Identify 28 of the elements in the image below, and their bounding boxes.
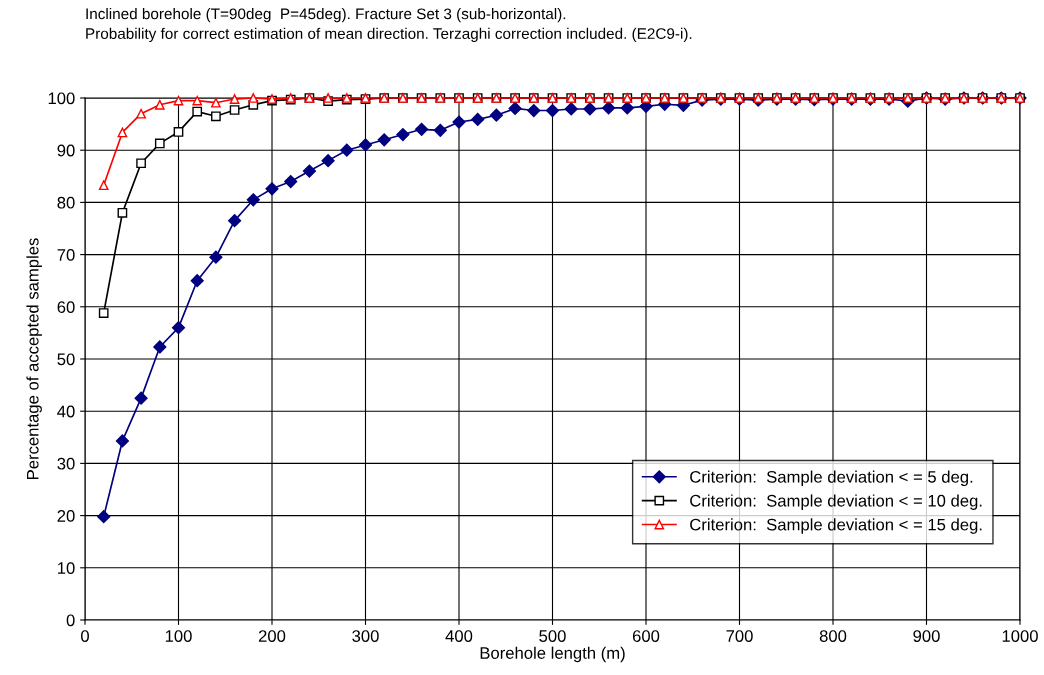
x-tick-label: 900 [913, 630, 940, 642]
x-axis-title: Borehole length (m) [480, 646, 625, 663]
y-tick-label: 60 [57, 301, 75, 313]
x-tick-label: 800 [819, 630, 847, 642]
y-tick-label: 100 [48, 92, 75, 105]
x-tick-label: 200 [258, 630, 286, 642]
x-tick-label: 700 [726, 630, 753, 642]
y-tick-label: 0 [66, 614, 75, 627]
x-tick-label: 600 [632, 630, 660, 642]
y-axis-title: Percentage of accepted samples [26, 238, 42, 479]
y-tick-label: 20 [57, 510, 75, 522]
y-tick-label: 40 [57, 405, 75, 418]
legend-label: Criterion: Sample deviation < = 15 deg. [690, 518, 982, 534]
y-tick-label: 30 [57, 457, 75, 470]
y-tick-label: 70 [57, 249, 75, 261]
x-tick-label: 1000 [1002, 630, 1038, 642]
legend-label: Criterion: Sample deviation < = 10 deg. [690, 494, 982, 510]
x-tick-label: 400 [445, 630, 473, 642]
y-tick-label: 50 [57, 353, 75, 366]
y-tick-label: 80 [57, 196, 75, 209]
x-tick-label: 500 [539, 630, 566, 642]
x-tick-label: 0 [81, 630, 89, 642]
x-tick-label: 300 [352, 630, 379, 642]
y-tick-label: 10 [58, 562, 75, 574]
chart-title: Inclined borehole (T=90deg P=45deg). Fracture Set 3 (sub-horizontal). Probability for correct estimation of mean direction. Terzaghi correction included. (E2C9-i). [86, 8, 692, 43]
y-tick-label: 90 [57, 144, 75, 157]
legend-label: Criterion: Sample deviation < = 5 deg. [690, 470, 973, 487]
x-tick-label: 100 [165, 630, 192, 642]
